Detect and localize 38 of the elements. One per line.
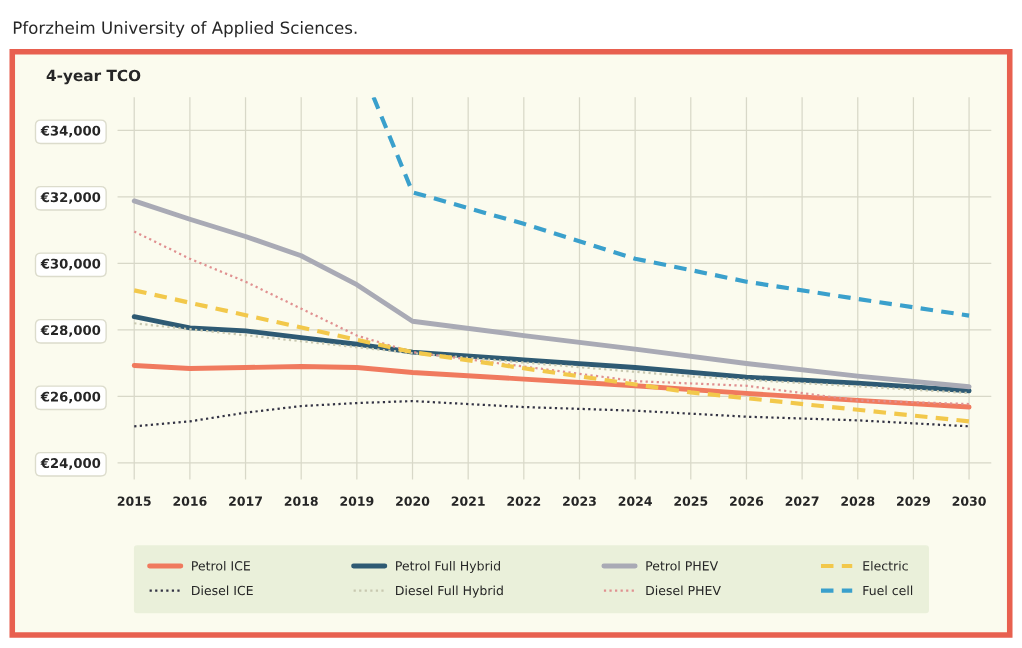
line-series bbox=[131, 198, 972, 390]
legend-label: Diesel ICE bbox=[192, 585, 253, 596]
x-tick-label: 2017 bbox=[229, 496, 262, 506]
x-tick-label: 2030 bbox=[952, 496, 986, 506]
legend-label: Petrol ICE bbox=[192, 560, 250, 571]
legend-label: Diesel Full Hybrid bbox=[396, 585, 503, 598]
x-tick-label: 2029 bbox=[897, 496, 931, 506]
y-tick-label: €32,000 bbox=[40, 192, 101, 204]
chart-title: 4-year TCO bbox=[46, 69, 141, 85]
x-tick-label: 2016 bbox=[173, 496, 207, 506]
line-series bbox=[133, 230, 971, 406]
y-tick-label: €24,000 bbox=[40, 458, 101, 470]
text: Pforzheim University of Applied Sciences. bbox=[13, 21, 357, 38]
x-tick-label: 2024 bbox=[618, 496, 652, 506]
line-series bbox=[132, 288, 972, 424]
line-series bbox=[371, 97, 972, 318]
x-tick-label: 2025 bbox=[674, 496, 708, 506]
x-tick-label: 2021 bbox=[451, 496, 485, 506]
x-tick-label: 2028 bbox=[841, 496, 875, 506]
y-tick-label: €30,000 bbox=[40, 258, 101, 271]
x-tick-label: 2020 bbox=[396, 496, 430, 506]
line-series bbox=[131, 363, 972, 410]
legend-label: Electric bbox=[863, 560, 908, 571]
x-tick-label: 2023 bbox=[563, 496, 596, 506]
x-tick-label: 2022 bbox=[507, 496, 541, 506]
legend-label: Petrol Full Hybrid bbox=[396, 560, 500, 573]
legend-label: Petrol PHEV bbox=[646, 560, 719, 571]
y-tick-label: €26,000 bbox=[40, 391, 101, 404]
x-tick-label: 2015 bbox=[117, 496, 151, 506]
legend-label: Fuel cell bbox=[863, 585, 913, 596]
x-tick-label: 2019 bbox=[340, 496, 374, 506]
x-tick-label: 2027 bbox=[785, 496, 819, 506]
x-tick-label: 2018 bbox=[284, 496, 318, 506]
y-tick-label: €34,000 bbox=[40, 125, 101, 138]
line-series bbox=[133, 399, 971, 428]
legend-label: Diesel PHEV bbox=[646, 585, 721, 596]
y-tick-label: €28,000 bbox=[40, 325, 101, 337]
x-tick-label: 2026 bbox=[730, 496, 764, 506]
